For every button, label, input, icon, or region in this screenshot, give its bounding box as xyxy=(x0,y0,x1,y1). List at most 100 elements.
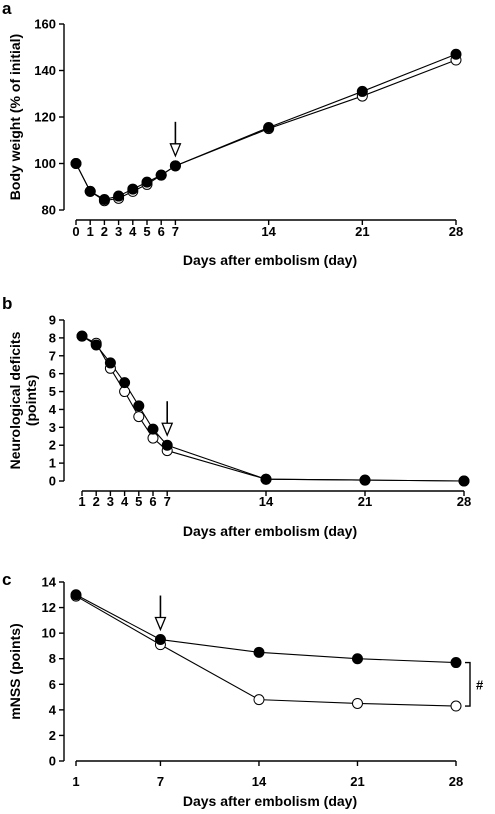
chart-panel-a: a 80 100 120 140 160 0 1 2 3 4 5 6 7 14 21 28 Days after … xyxy=(2,0,463,268)
y-tick-label: 4 xyxy=(49,702,57,717)
data-point-open xyxy=(253,694,265,706)
data-point-filled xyxy=(359,474,371,486)
y-tick-label: 6 xyxy=(49,366,56,381)
arrow-annotation xyxy=(169,121,182,158)
data-point-filled xyxy=(70,589,82,601)
x-axis-title: Days after embolism (day) xyxy=(183,252,357,268)
x-tick-label: 21 xyxy=(355,224,369,239)
chart-panel-c: c 0 2 4 6 8 10 12 14 1 7 14 21 28 Days after embolism … xyxy=(2,570,484,809)
y-tick-label: 0 xyxy=(49,754,56,769)
y-tick-label: 8 xyxy=(49,651,56,666)
data-point-filled xyxy=(147,423,159,435)
data-point-open xyxy=(450,700,462,712)
data-point-filled xyxy=(155,169,167,181)
data-point-filled xyxy=(154,634,166,646)
y-axis-title-line2: (points) xyxy=(23,375,39,426)
y-tick-label: 100 xyxy=(34,156,56,171)
x-tick-label: 2 xyxy=(101,224,108,239)
y-tick-label: 14 xyxy=(42,575,57,590)
y-tick-label: 10 xyxy=(42,626,56,641)
x-tick-label: 28 xyxy=(449,774,463,789)
x-tick-label: 7 xyxy=(172,224,179,239)
data-point-filled xyxy=(450,48,462,60)
x-tick-label: 28 xyxy=(457,494,471,509)
panel-letter: c xyxy=(2,570,11,589)
data-point-filled xyxy=(263,121,275,133)
y-tick-label: 2 xyxy=(49,438,56,453)
x-axis-title: Days after embolism (day) xyxy=(183,793,357,809)
y-axis-title: Neurological deficits xyxy=(7,331,23,469)
x-tick-label: 21 xyxy=(350,774,364,789)
y-tick-label: 4 xyxy=(49,402,57,417)
x-tick-label: 6 xyxy=(149,494,156,509)
y-tick-label: 6 xyxy=(49,677,56,692)
x-tick-label: 28 xyxy=(449,224,463,239)
data-point-filled xyxy=(169,160,181,172)
y-tick-label: 8 xyxy=(49,330,56,345)
arrow-head xyxy=(169,143,182,158)
data-point-filled xyxy=(113,190,125,202)
significance-marker: # xyxy=(476,677,484,692)
series-line-open xyxy=(75,595,457,707)
y-tick-label: 9 xyxy=(49,313,56,328)
data-point-filled xyxy=(90,339,102,351)
data-point-filled xyxy=(253,646,265,658)
y-tick-label: 80 xyxy=(42,203,56,218)
y-tick-label: 7 xyxy=(49,348,56,363)
significance-bracket xyxy=(465,661,471,707)
y-tick-label: 2 xyxy=(49,728,56,743)
data-point-filled xyxy=(133,400,145,412)
data-point-filled xyxy=(450,657,462,669)
y-tick-label: 12 xyxy=(42,600,56,615)
x-tick-label: 21 xyxy=(358,494,372,509)
data-point-filled xyxy=(76,330,88,342)
x-tick-label: 3 xyxy=(115,224,122,239)
arrow-head xyxy=(154,616,167,632)
y-tick-label: 120 xyxy=(34,110,56,125)
x-tick-label: 4 xyxy=(121,494,129,509)
x-tick-label: 14 xyxy=(252,774,267,789)
x-tick-label: 4 xyxy=(129,224,137,239)
data-point-filled xyxy=(70,158,82,169)
y-axis-title: Body weight (% of initial) xyxy=(7,34,23,200)
x-tick-label: 5 xyxy=(143,224,150,239)
arrow-head xyxy=(161,422,174,437)
data-point-filled xyxy=(141,176,153,188)
x-tick-label: 0 xyxy=(72,224,79,239)
x-tick-label: 14 xyxy=(261,224,276,239)
panel-letter: b xyxy=(2,294,12,313)
x-tick-label: 7 xyxy=(157,774,164,789)
data-point-filled xyxy=(351,653,363,665)
x-tick-label: 5 xyxy=(135,494,142,509)
y-tick-label: 140 xyxy=(34,63,56,78)
panel-letter: a xyxy=(2,0,12,18)
data-point-open xyxy=(133,411,145,423)
series-line-filled xyxy=(81,335,465,482)
arrow-annotation xyxy=(161,401,174,437)
x-tick-label: 14 xyxy=(259,494,274,509)
y-tick-label: 1 xyxy=(49,456,56,471)
x-tick-label: 1 xyxy=(72,774,79,789)
data-point-open xyxy=(351,697,363,709)
x-tick-label: 3 xyxy=(107,494,114,509)
x-tick-label: 2 xyxy=(93,494,100,509)
x-axis-title: Days after embolism (day) xyxy=(183,523,357,539)
data-point-filled xyxy=(98,194,110,206)
data-point-filled xyxy=(84,185,96,197)
data-point-filled xyxy=(161,439,173,451)
data-point-filled xyxy=(119,377,131,389)
y-tick-label: 0 xyxy=(49,474,56,489)
y-tick-label: 3 xyxy=(49,420,56,435)
data-point-filled xyxy=(260,473,272,485)
data-point-filled xyxy=(127,183,139,195)
y-tick-label: 160 xyxy=(34,17,56,32)
arrow-annotation xyxy=(154,595,167,632)
x-tick-label: 1 xyxy=(87,224,94,239)
x-tick-label: 7 xyxy=(164,494,171,509)
data-point-filled xyxy=(356,85,368,97)
data-point-filled xyxy=(458,475,470,487)
y-tick-label: 5 xyxy=(49,384,56,399)
x-tick-label: 1 xyxy=(78,494,85,509)
